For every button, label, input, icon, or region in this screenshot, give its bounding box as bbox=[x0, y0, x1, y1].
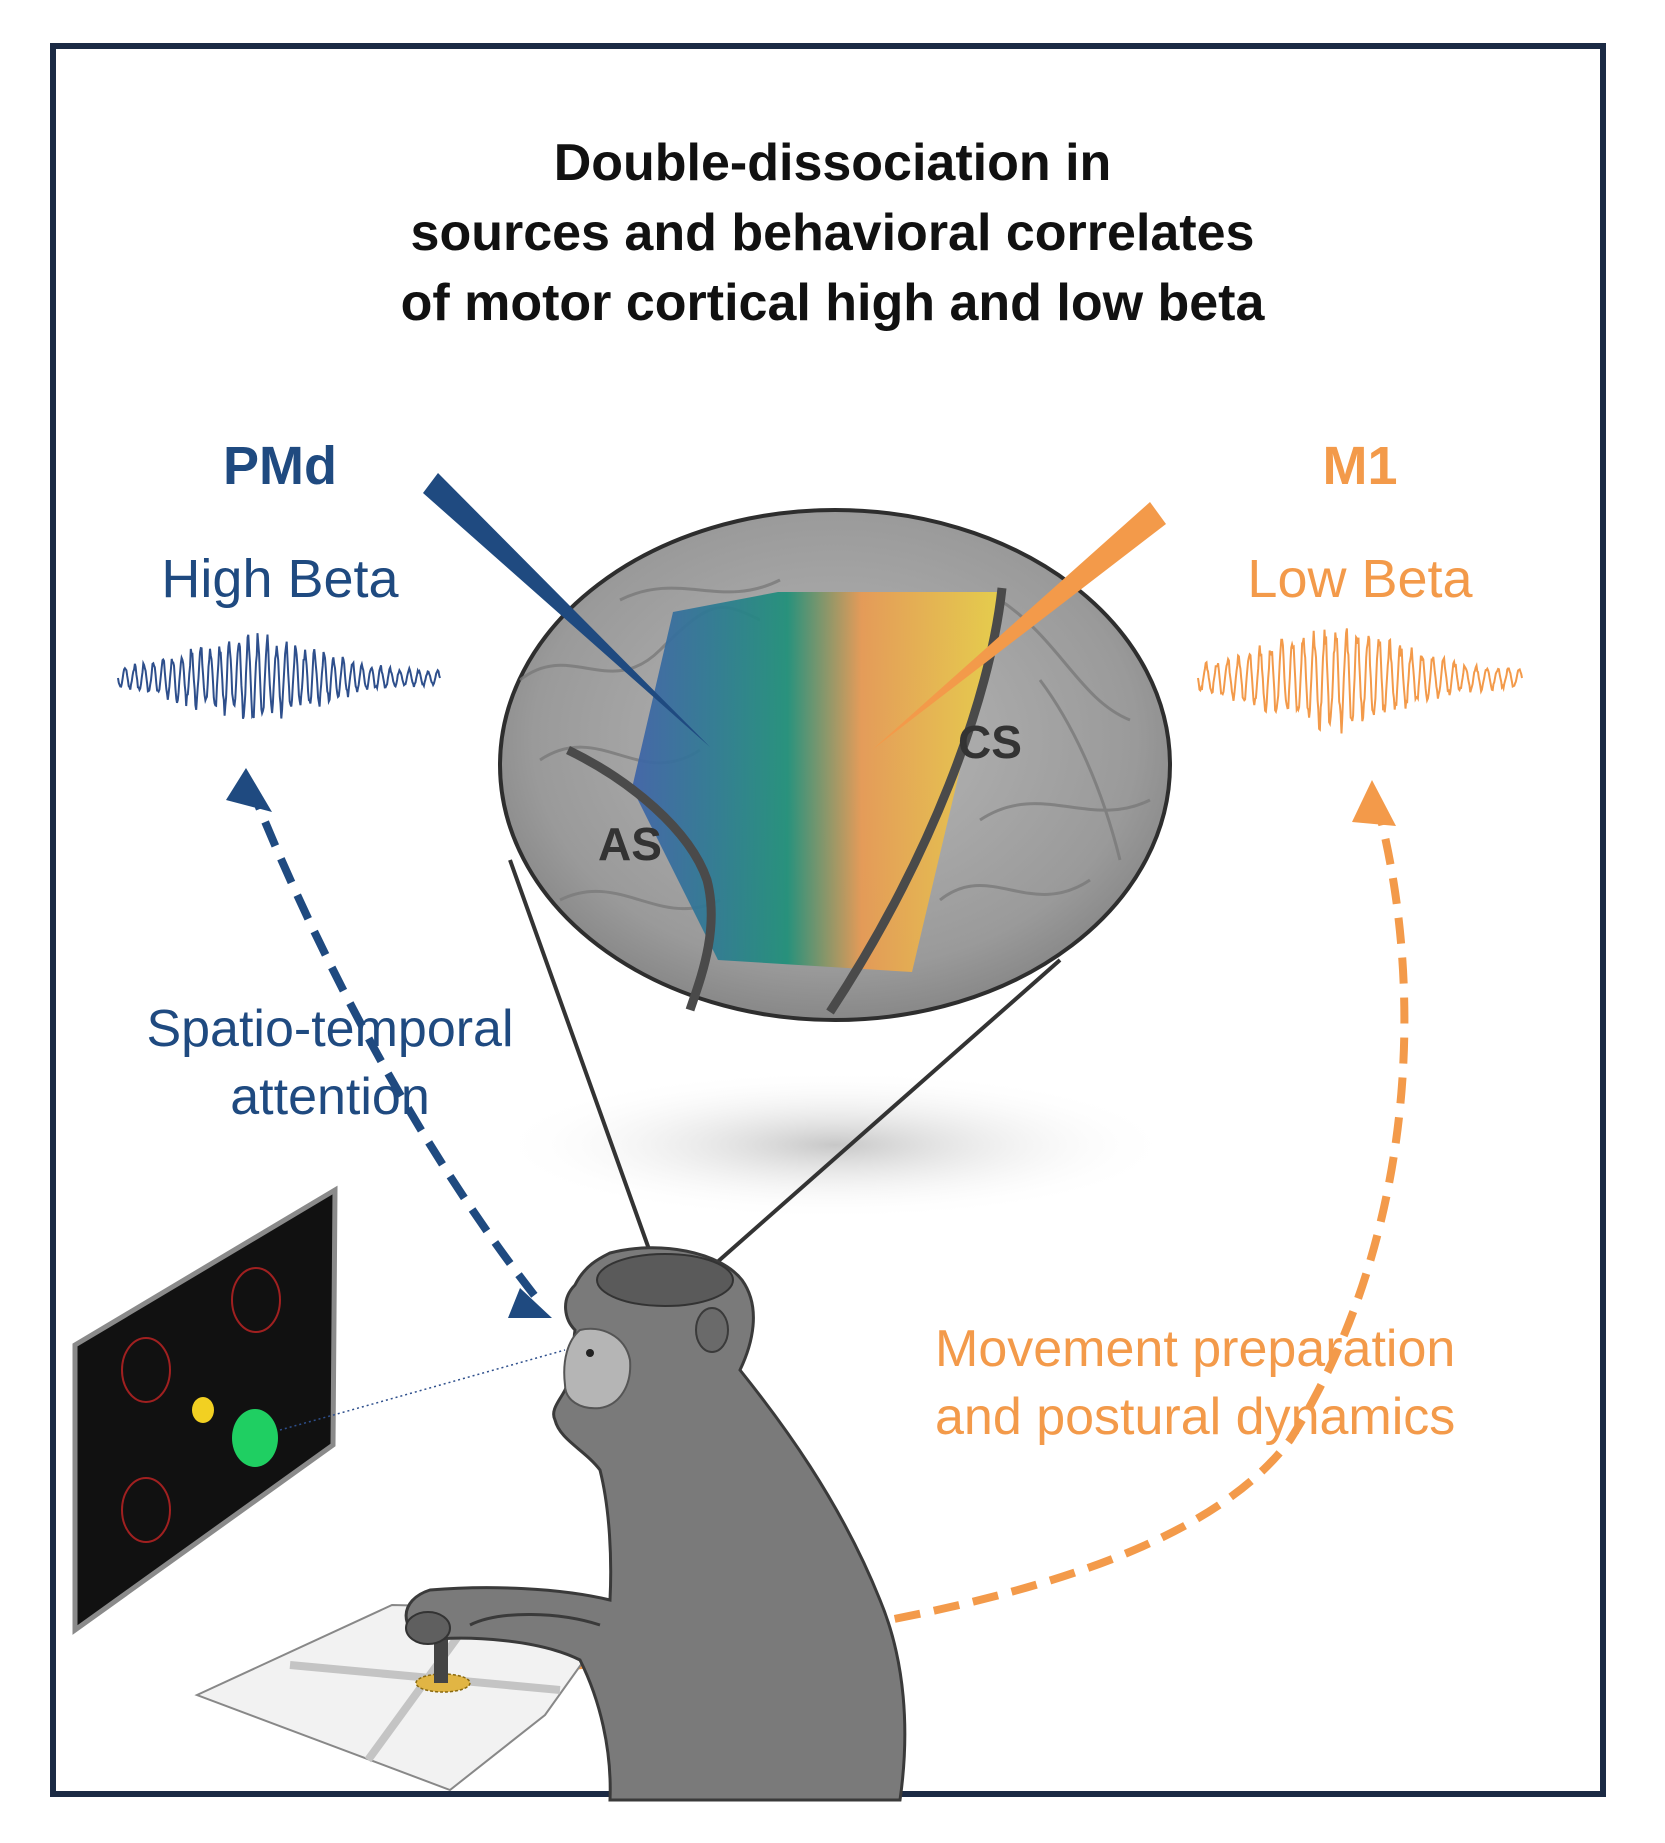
high-beta-label: High Beta bbox=[161, 549, 399, 609]
monkey bbox=[404, 1246, 907, 1802]
low-beta-label: Low Beta bbox=[1247, 549, 1473, 609]
pmd-region-label: PMd bbox=[223, 436, 337, 496]
monkey-eye bbox=[586, 1349, 594, 1357]
arcuate-sulcus bbox=[566, 745, 716, 1012]
pmd-electrode bbox=[423, 473, 710, 747]
figure-title: Double-dissociation in sources and behav… bbox=[0, 128, 1665, 338]
zoom-line-right bbox=[704, 958, 1062, 1274]
high-beta-trace bbox=[117, 633, 441, 720]
monkey-ear bbox=[695, 1307, 729, 1353]
monkey-brain-exposed bbox=[596, 1253, 734, 1307]
title-line-1: Double-dissociation in bbox=[553, 134, 1112, 192]
board-cross-vertical bbox=[364, 1617, 474, 1763]
central-sulcus bbox=[826, 587, 1007, 1015]
attention-line-2: attention bbox=[230, 1068, 430, 1126]
target-ring-lower-left bbox=[121, 1477, 171, 1543]
brain-shadow bbox=[495, 1070, 1175, 1220]
title-line-3: of motor cortical high and low beta bbox=[400, 274, 1265, 332]
zoom-line-left bbox=[508, 859, 662, 1281]
attention-arrowhead-bottom bbox=[508, 1288, 552, 1318]
target-ring-upper-right bbox=[231, 1267, 281, 1333]
monkey-hand bbox=[405, 1611, 451, 1645]
attention-correlate: Spatio-temporal attention bbox=[110, 995, 550, 1131]
movement-line-1: Movement preparation bbox=[935, 1320, 1456, 1378]
attention-line-1: Spatio-temporal bbox=[146, 1000, 514, 1058]
monkey-face bbox=[563, 1327, 632, 1410]
movement-correlate: Movement preparation and postural dynami… bbox=[935, 1315, 1595, 1451]
title-line-2: sources and behavioral correlates bbox=[410, 204, 1255, 262]
cue-dot bbox=[192, 1397, 214, 1423]
arcuate-sulcus-label: AS bbox=[598, 818, 662, 870]
target-ring-upper-left bbox=[121, 1337, 171, 1403]
attention-arrowhead-top bbox=[226, 768, 272, 812]
target-dot bbox=[232, 1409, 278, 1467]
m1-region-label: M1 bbox=[1322, 436, 1398, 496]
movement-line-2: and postural dynamics bbox=[935, 1388, 1456, 1446]
gaze-line bbox=[279, 1349, 566, 1431]
low-beta-trace bbox=[1197, 628, 1523, 734]
m1-electrode bbox=[872, 502, 1166, 750]
task-screen bbox=[72, 1185, 566, 1635]
attention-arrow bbox=[226, 768, 552, 1318]
monkey-arm bbox=[469, 1613, 601, 1627]
central-sulcus-label: CS bbox=[958, 716, 1022, 768]
movement-arrowhead-top bbox=[1352, 780, 1396, 826]
